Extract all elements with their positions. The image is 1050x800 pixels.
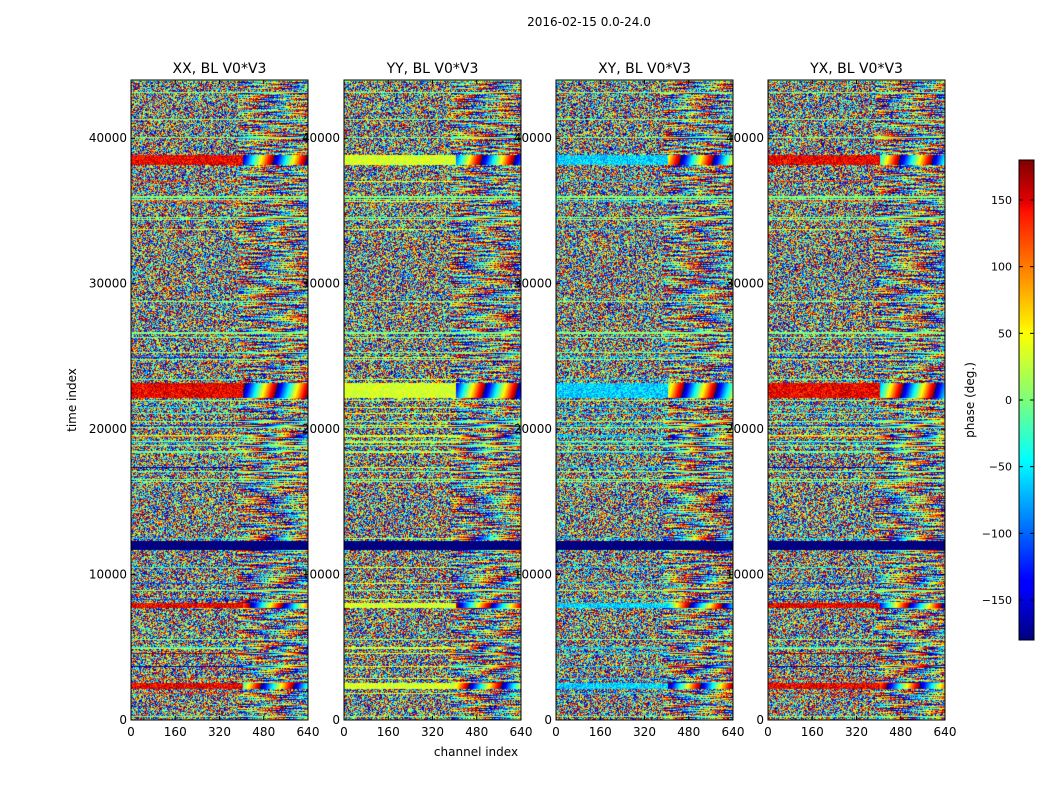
y-tick-label: 0 xyxy=(119,713,127,727)
x-tick-label: 320 xyxy=(208,725,231,739)
y-tick-label: 0 xyxy=(756,713,764,727)
y-tick-label: 10000 xyxy=(726,568,764,582)
x-tick-label: 640 xyxy=(934,725,957,739)
colorbar-label: phase (deg.) xyxy=(963,362,977,438)
colorbar-tick-label: −100 xyxy=(982,527,1012,540)
panel-4-heatmap xyxy=(768,80,945,720)
colorbar-tick-label: 150 xyxy=(991,194,1012,207)
y-tick-label: 20000 xyxy=(726,422,764,436)
x-tick-label: 320 xyxy=(845,725,868,739)
x-tick-label: 480 xyxy=(465,725,488,739)
panel-1-heatmap xyxy=(131,80,308,720)
y-tick-label: 30000 xyxy=(302,277,340,291)
colorbar-tick-label: 100 xyxy=(991,261,1012,274)
panel-4-title: YX, BL V0*V3 xyxy=(809,61,903,77)
panel-4: YX, BL V0*V3 0 160 320 480 640 0 10000 20000 3000… xyxy=(726,61,957,739)
colorbar-tick-label: −50 xyxy=(989,461,1012,474)
x-tick-label: 640 xyxy=(297,725,320,739)
x-tick-label: 320 xyxy=(421,725,444,739)
x-tick-label: 480 xyxy=(889,725,912,739)
panel-3-heatmap xyxy=(556,80,733,720)
panel-3: XY, BL V0*V3 0 160 320 480 640 0 10000 20000 3000… xyxy=(514,61,745,739)
y-tick-label: 30000 xyxy=(89,277,127,291)
y-tick-label: 10000 xyxy=(302,568,340,582)
y-tick-label: 20000 xyxy=(302,422,340,436)
panel-3-title: XY, BL V0*V3 xyxy=(598,61,691,77)
y-tick-label: 40000 xyxy=(726,131,764,145)
x-tick-label: 0 xyxy=(764,725,772,739)
y-axis-label: time index xyxy=(65,368,79,432)
x-tick-label: 640 xyxy=(510,725,533,739)
x-tick-label: 160 xyxy=(164,725,187,739)
x-tick-label: 0 xyxy=(127,725,135,739)
x-tick-label: 480 xyxy=(252,725,275,739)
colorbar-ticks: 150 100 50 0 −50 −100 −150 xyxy=(982,194,1034,607)
y-tick-label: 40000 xyxy=(302,131,340,145)
y-tick-label: 20000 xyxy=(89,422,127,436)
y-tick-label: 40000 xyxy=(89,131,127,145)
panel-2-heatmap xyxy=(344,80,521,720)
y-tick-label: 40000 xyxy=(514,131,552,145)
y-tick-label: 20000 xyxy=(514,422,552,436)
colorbar-tick-label: 50 xyxy=(998,327,1012,340)
y-tick-label: 10000 xyxy=(89,568,127,582)
x-tick-label: 640 xyxy=(722,725,745,739)
x-tick-label: 160 xyxy=(801,725,824,739)
x-tick-label: 0 xyxy=(552,725,560,739)
colorbar-tick-label: −150 xyxy=(982,594,1012,607)
y-tick-label: 0 xyxy=(332,713,340,727)
y-tick-label: 30000 xyxy=(726,277,764,291)
x-tick-label: 160 xyxy=(377,725,400,739)
y-tick-label: 0 xyxy=(544,713,552,727)
x-tick-label: 480 xyxy=(677,725,700,739)
panel-2-title: YY, BL V0*V3 xyxy=(386,61,479,77)
colorbar: 150 100 50 0 −50 −100 −150 phase (deg.) xyxy=(963,159,1035,641)
x-tick-label: 0 xyxy=(340,725,348,739)
panel-2: YY, BL V0*V3 0 160 320 480 640 0 10000 20000 3000… xyxy=(302,61,533,739)
figure-suptitle: 2016-02-15 0.0-24.0 xyxy=(527,15,651,29)
panels: XX, BL V0*V3 0 160 320 480 640 0 10000 20000 3000… xyxy=(89,61,957,739)
x-tick-label: 320 xyxy=(633,725,656,739)
panel-1: XX, BL V0*V3 0 160 320 480 640 0 10000 20000 3000… xyxy=(89,61,320,739)
x-tick-label: 160 xyxy=(589,725,612,739)
y-tick-label: 10000 xyxy=(514,568,552,582)
x-axis-label: channel index xyxy=(434,745,518,759)
y-tick-label: 30000 xyxy=(514,277,552,291)
panel-1-title: XX, BL V0*V3 xyxy=(173,61,267,77)
colorbar-tick-label: 0 xyxy=(1005,394,1012,407)
